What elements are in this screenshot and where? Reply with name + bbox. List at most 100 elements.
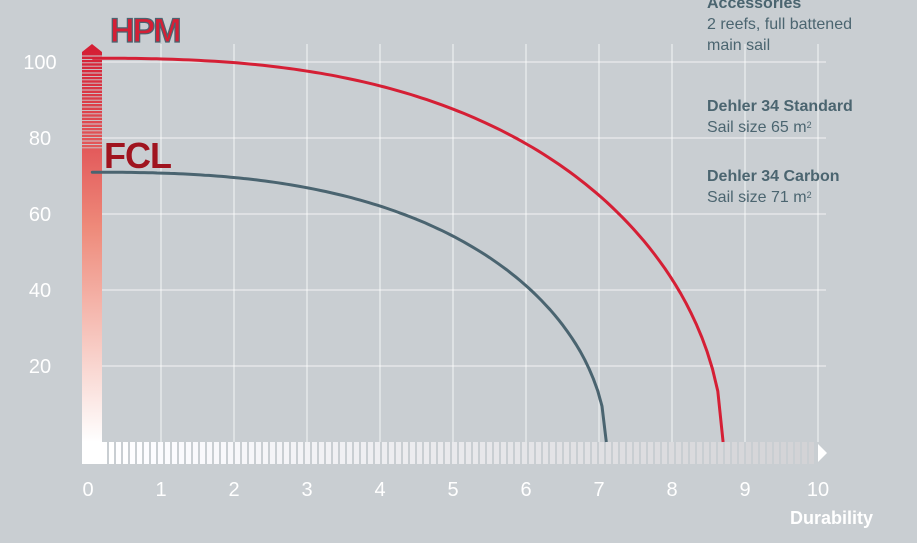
x-bar-segment bbox=[305, 442, 310, 464]
x-bar-segment bbox=[214, 442, 219, 464]
x-bar-segment bbox=[137, 442, 142, 464]
x-tick-2: 2 bbox=[228, 479, 239, 501]
x-bar-segment bbox=[648, 442, 653, 464]
y-tick-60: 60 bbox=[29, 204, 51, 226]
x-bar-segment bbox=[704, 442, 709, 464]
x-bar-segment bbox=[235, 442, 240, 464]
x-bar-segment bbox=[676, 442, 681, 464]
info-accessories: Accessories 2 reefs, full battened main … bbox=[707, 0, 917, 56]
logos: HPM FCL bbox=[104, 11, 183, 176]
x-bar-segment bbox=[697, 442, 702, 464]
x-bar-segment bbox=[200, 442, 205, 464]
x-bar-segment bbox=[193, 442, 198, 464]
x-bar-segment bbox=[536, 442, 541, 464]
accessories-heading: Accessories bbox=[707, 0, 802, 12]
x-bar-segment bbox=[711, 442, 716, 464]
x-tick-1: 1 bbox=[155, 479, 166, 501]
x-tick-7: 7 bbox=[593, 479, 604, 501]
x-bar-segment bbox=[417, 442, 422, 464]
info-carbon: Dehler 34 Carbon Sail size 71 m2 bbox=[707, 166, 917, 208]
x-bar-segment bbox=[802, 442, 807, 464]
x-bar-segment bbox=[515, 442, 520, 464]
x-bar-segment bbox=[424, 442, 429, 464]
x-bar-segment bbox=[669, 442, 674, 464]
axis-origin bbox=[82, 442, 102, 464]
x-bar-segment bbox=[270, 442, 275, 464]
carbon-heading: Dehler 34 Carbon bbox=[707, 168, 840, 185]
x-bar-segment bbox=[340, 442, 345, 464]
x-tick-9: 9 bbox=[739, 479, 750, 501]
series-lines bbox=[90, 56, 725, 443]
x-bar-segment bbox=[473, 442, 478, 464]
x-bar-segment bbox=[641, 442, 646, 464]
accessories-line2: main sail bbox=[707, 37, 771, 54]
standard-sup: 2 bbox=[806, 120, 812, 130]
x-bar-segment bbox=[578, 442, 583, 464]
x-bar-segment bbox=[116, 442, 121, 464]
x-bar-segment bbox=[144, 442, 149, 464]
x-bar-segment bbox=[795, 442, 800, 464]
y-tick-40: 40 bbox=[29, 280, 51, 302]
x-bar-segment bbox=[165, 442, 170, 464]
x-bar-segment bbox=[312, 442, 317, 464]
x-bar-segment bbox=[788, 442, 793, 464]
x-bar-segment bbox=[172, 442, 177, 464]
x-bar-segment bbox=[746, 442, 751, 464]
x-tick-0: 0 bbox=[82, 479, 93, 501]
x-bar-segment bbox=[368, 442, 373, 464]
x-bar-segment bbox=[375, 442, 380, 464]
y-axis-bar bbox=[82, 52, 102, 442]
x-bar-segment bbox=[130, 442, 135, 464]
x-bar-segment bbox=[256, 442, 261, 464]
x-bar-segment bbox=[620, 442, 625, 464]
x-bar-segment bbox=[529, 442, 534, 464]
x-bar-segment bbox=[767, 442, 772, 464]
y-tick-100: 100 bbox=[23, 52, 56, 74]
standard-size: Sail size 65 m bbox=[707, 119, 807, 136]
x-bar-segment bbox=[501, 442, 506, 464]
x-bar-segment bbox=[151, 442, 156, 464]
x-tick-3: 3 bbox=[301, 479, 312, 501]
x-bar-segment bbox=[662, 442, 667, 464]
accessories-line1: 2 reefs, full battened bbox=[707, 16, 852, 33]
x-bar-segment bbox=[760, 442, 765, 464]
x-axis-arrow bbox=[818, 444, 827, 462]
x-bar-segment bbox=[550, 442, 555, 464]
x-bar-segment bbox=[410, 442, 415, 464]
x-bar-segment bbox=[382, 442, 387, 464]
x-bar-segment bbox=[725, 442, 730, 464]
x-bar-segment bbox=[207, 442, 212, 464]
x-bar-segment bbox=[690, 442, 695, 464]
x-bar-segment bbox=[557, 442, 562, 464]
axes bbox=[82, 44, 827, 464]
x-tick-8: 8 bbox=[666, 479, 677, 501]
carbon-size: Sail size 71 m bbox=[707, 189, 807, 206]
x-bar-segment bbox=[354, 442, 359, 464]
x-bar-segment bbox=[655, 442, 660, 464]
y-tick-80: 80 bbox=[29, 128, 51, 150]
x-bar-segment bbox=[781, 442, 786, 464]
fcl-logo: FCL bbox=[104, 135, 171, 176]
x-bar-segment bbox=[389, 442, 394, 464]
info-standard: Dehler 34 Standard Sail size 65 m2 bbox=[707, 96, 917, 138]
x-bar-segment bbox=[480, 442, 485, 464]
x-bar-segment bbox=[466, 442, 471, 464]
x-bar-segment bbox=[452, 442, 457, 464]
x-bar-segment bbox=[319, 442, 324, 464]
x-bar-segment bbox=[179, 442, 184, 464]
x-bar-segment bbox=[109, 442, 114, 464]
x-tick-6: 6 bbox=[520, 479, 531, 501]
x-bar-segment bbox=[333, 442, 338, 464]
x-bar-segment bbox=[186, 442, 191, 464]
x-bar-segment bbox=[228, 442, 233, 464]
x-bar-segment bbox=[809, 442, 814, 464]
x-bar-segment bbox=[592, 442, 597, 464]
x-bar-segment bbox=[627, 442, 632, 464]
x-bar-segment bbox=[347, 442, 352, 464]
x-bar-segment bbox=[487, 442, 492, 464]
x-bar-segment bbox=[718, 442, 723, 464]
x-bar-segment bbox=[445, 442, 450, 464]
x-bar-segment bbox=[277, 442, 282, 464]
x-bar-segment bbox=[613, 442, 618, 464]
